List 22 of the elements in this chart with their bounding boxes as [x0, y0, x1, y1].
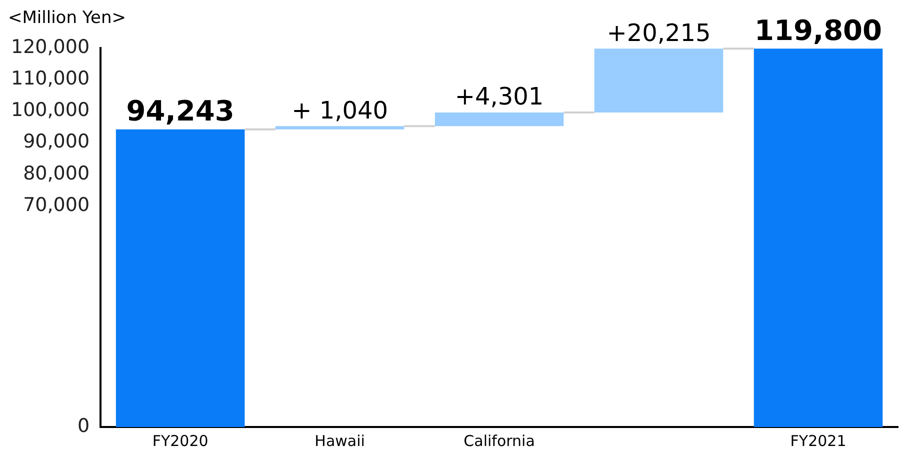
- y-tick-label: 0: [77, 414, 90, 437]
- y-tick-label: 90,000: [23, 130, 90, 153]
- data-label: +4,301: [454, 82, 544, 111]
- data-label: 119,800: [754, 14, 882, 47]
- data-label: +20,215: [606, 18, 711, 47]
- x-tick-label: California: [464, 432, 535, 450]
- y-tick-label: 100,000: [10, 99, 90, 122]
- y-axis-title: <Million Yen>: [8, 8, 126, 28]
- data-label: 94,243: [126, 94, 234, 128]
- data-label: + 1,040: [292, 96, 388, 124]
- x-tick-label: FY2020: [152, 432, 208, 450]
- bar: [116, 129, 245, 427]
- bar: [434, 112, 564, 126]
- x-tick-label: Hawaii: [314, 432, 365, 450]
- y-tick-label: 110,000: [10, 68, 90, 90]
- x-tick-label: FY2021: [790, 432, 846, 450]
- bar: [275, 126, 404, 130]
- y-tick-label: 80,000: [23, 162, 90, 184]
- bar: [594, 48, 724, 112]
- y-tick-label: 70,000: [23, 194, 90, 216]
- y-tick-label: 120,000: [10, 36, 90, 58]
- bar: [754, 48, 883, 427]
